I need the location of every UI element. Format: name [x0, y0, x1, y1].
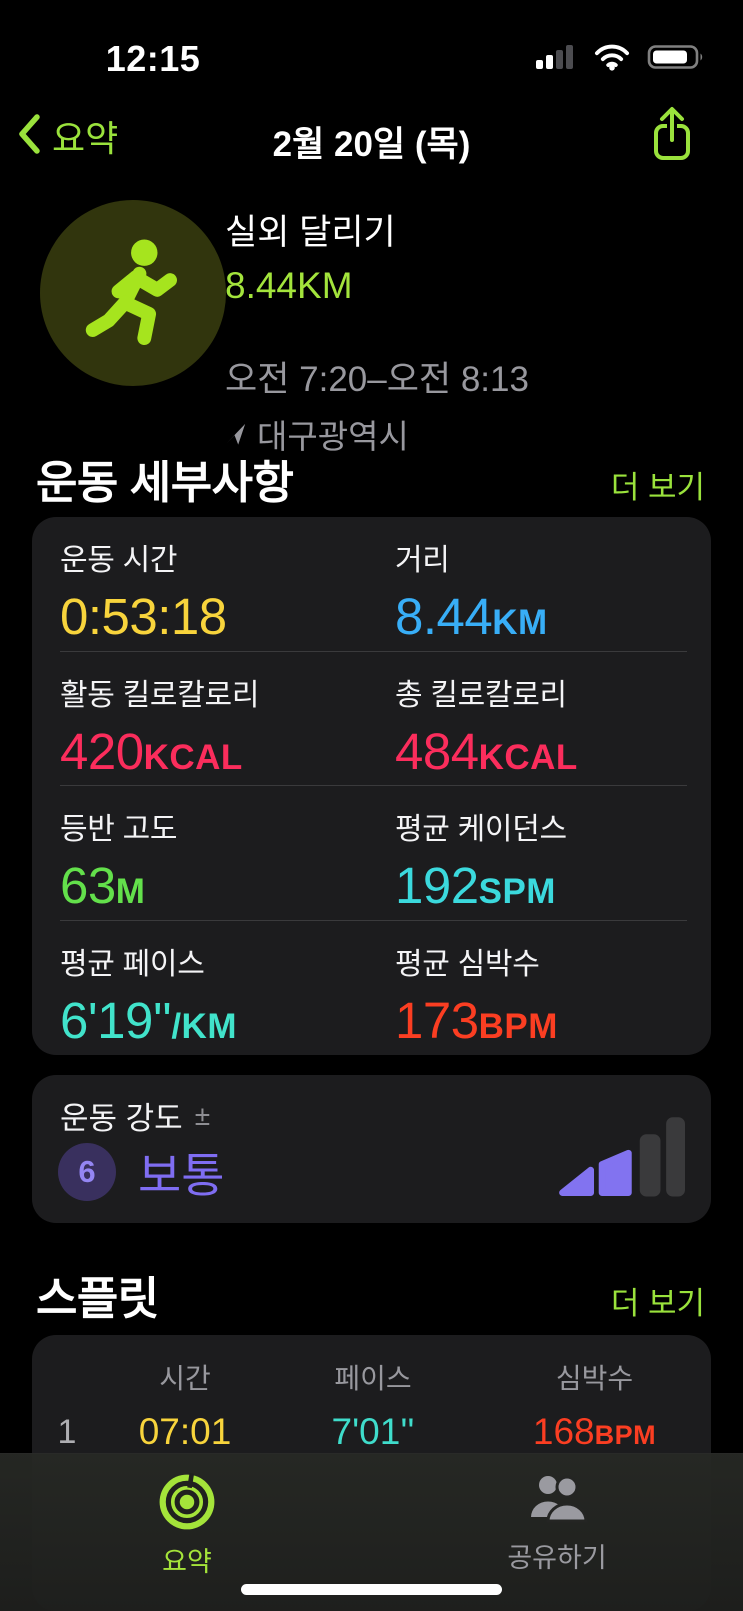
splits-more-link[interactable]: 더 보기: [610, 1286, 705, 1321]
stat-workout-time: 운동 시간 0:53:18: [60, 544, 227, 645]
runner-icon: [85, 239, 177, 346]
effort-title: 운동 강도: [60, 1101, 183, 1136]
back-button-label: 요약: [52, 118, 119, 159]
status-icons: [535, 42, 707, 77]
nav-bar: 요약 2월 20일 (목): [0, 104, 743, 172]
tab-summary[interactable]: 요약: [102, 1472, 272, 1579]
tab-share-label: 공유하기: [507, 1543, 607, 1573]
splits-col-time: 시간: [159, 1363, 211, 1394]
back-button[interactable]: 요약: [16, 110, 118, 162]
workout-distance: 8.44KM: [225, 265, 353, 306]
details-section-heading: 운동 세부사항 더 보기: [36, 446, 705, 511]
details-more-link[interactable]: 더 보기: [610, 470, 705, 505]
workout-location-label: 대구광역시: [257, 418, 409, 455]
wifi-icon: [593, 43, 631, 76]
effort-rating-label: 보통: [138, 1149, 225, 1202]
splits-heading-title: 스플릿: [36, 1273, 159, 1324]
workout-details-card: 운동 시간 0:53:18 거리 8.44KM 활동 킬로칼로리 420KCAL…: [32, 517, 711, 1055]
stat-row: 활동 킬로칼로리 420KCAL 총 킬로칼로리 484KCAL: [32, 652, 711, 787]
cellular-signal-icon: [535, 43, 577, 76]
workout-header: 실외 달리기 8.44KM 오전 7:20–오전 8:13 대구광역시: [40, 198, 713, 455]
stat-row: 운동 시간 0:53:18 거리 8.44KM: [32, 517, 711, 652]
people-icon: [531, 1475, 588, 1523]
splits-col-hr: 심박수: [555, 1363, 634, 1394]
tab-share[interactable]: 공유하기: [472, 1472, 642, 1575]
split-time: 07:01: [138, 1411, 232, 1452]
stat-row: 등반 고도 63M 평균 케이던스 192SPM: [32, 786, 711, 921]
split-index: 1: [57, 1412, 77, 1451]
home-indicator[interactable]: [241, 1584, 502, 1595]
activity-rings-icon: [159, 1473, 215, 1530]
workout-location-row: 대구광역시: [225, 410, 529, 458]
effort-bars-icon: [553, 1108, 685, 1207]
battery-icon: [647, 42, 707, 77]
split-pace: 7'01'': [331, 1411, 415, 1452]
stat-active-kcal: 활동 킬로칼로리 420KCAL: [60, 678, 260, 780]
split-row: 1 07:01 7'01'' 168BPM: [32, 1411, 711, 1453]
effort-title-row: 운동 강도 ±: [60, 1093, 210, 1138]
effort-score-badge: 6: [58, 1142, 116, 1201]
share-button[interactable]: [647, 104, 697, 171]
stat-cadence: 평균 케이던스 192SPM: [395, 813, 567, 914]
share-icon: [654, 107, 690, 160]
splits-col-pace: 페이스: [334, 1363, 412, 1394]
page-title: 2월 20일 (목): [272, 125, 471, 164]
effort-value-row: 6 보통: [58, 1137, 224, 1206]
location-arrow-icon: [226, 423, 246, 445]
workout-texts: 실외 달리기 8.44KM 오전 7:20–오전 8:13 대구광역시: [225, 198, 529, 458]
stat-distance: 거리 8.44KM: [395, 544, 548, 645]
details-heading-title: 운동 세부사항: [36, 457, 294, 508]
split-heart-rate: 168BPM: [532, 1411, 657, 1452]
stat-elevation: 등반 고도 63M: [60, 813, 178, 914]
splits-table-header: 시간 페이스 심박수: [32, 1335, 711, 1397]
effort-adjust-symbol: ±: [194, 1099, 211, 1131]
chevron-left-icon: [16, 112, 42, 161]
tab-summary-label: 요약: [162, 1547, 212, 1577]
status-time: 12:15: [105, 38, 201, 79]
workout-effort-card[interactable]: 운동 강도 ± 6 보통: [32, 1075, 711, 1223]
stat-total-kcal: 총 킬로칼로리 484KCAL: [395, 678, 578, 780]
workout-time-range: 오전 7:20–오전 8:13: [225, 360, 529, 399]
splits-section-heading: 스플릿 더 보기: [36, 1262, 705, 1327]
stat-row: 평균 페이스 6'19''/KM 평균 심박수 173BPM: [32, 921, 711, 1056]
tab-bar: 요약 공유하기: [0, 1453, 743, 1611]
stat-avg-pace: 평균 페이스 6'19''/KM: [60, 947, 237, 1049]
stat-avg-heart-rate: 평균 심박수 173BPM: [395, 947, 558, 1049]
workout-type: 실외 달리기: [225, 213, 396, 252]
workout-avatar: [40, 200, 226, 386]
status-bar: 12:15: [0, 28, 743, 86]
